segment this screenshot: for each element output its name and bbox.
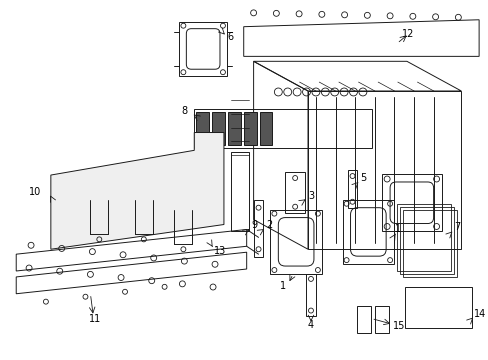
Text: 11: 11 <box>89 314 102 324</box>
Bar <box>179 22 226 76</box>
Text: 13: 13 <box>214 246 226 256</box>
Text: 2: 2 <box>266 220 272 230</box>
Text: 15: 15 <box>392 321 405 332</box>
Bar <box>227 112 240 145</box>
Text: 1: 1 <box>280 281 286 291</box>
Bar <box>196 112 209 145</box>
Polygon shape <box>51 132 224 249</box>
Bar <box>243 112 256 145</box>
Text: 3: 3 <box>307 191 313 201</box>
Bar <box>399 207 453 274</box>
Bar <box>396 204 450 271</box>
Text: 9: 9 <box>251 220 257 230</box>
Text: 8: 8 <box>181 106 187 116</box>
Bar <box>259 112 272 145</box>
Text: 4: 4 <box>307 320 313 330</box>
Bar <box>357 306 370 333</box>
Text: 12: 12 <box>401 28 413 39</box>
Text: 5: 5 <box>360 173 366 183</box>
Bar <box>404 287 471 328</box>
Bar <box>374 306 388 333</box>
Bar <box>342 200 393 264</box>
Text: 14: 14 <box>473 309 486 319</box>
Bar <box>212 112 224 145</box>
Text: 6: 6 <box>226 32 233 42</box>
Text: 7: 7 <box>453 222 460 233</box>
Text: 1: 1 <box>394 224 400 234</box>
Bar <box>382 174 441 231</box>
Bar <box>270 210 321 274</box>
Bar <box>402 210 456 277</box>
Text: 10: 10 <box>29 187 41 197</box>
